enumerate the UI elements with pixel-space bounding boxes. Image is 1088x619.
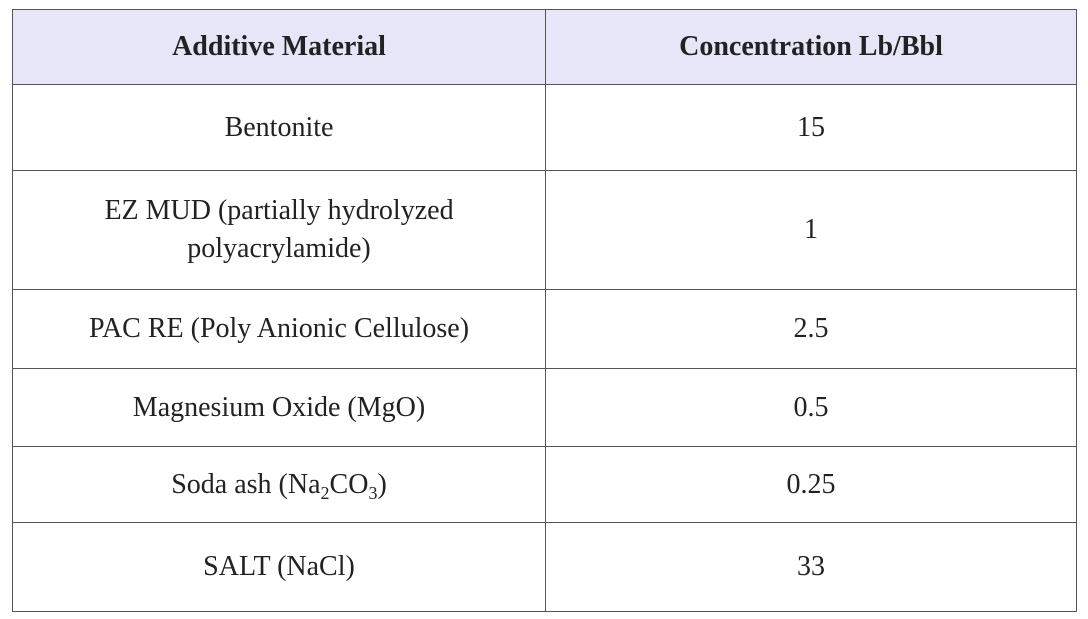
table-cell: Magnesium Oxide (MgO) [12, 368, 546, 447]
text-segment: Soda ash (Na [171, 468, 321, 500]
table-cell: 33 [545, 522, 1077, 612]
header-row: Additive Material Concentration Lb/Bbl [12, 9, 1077, 85]
table-cell: 2.5 [545, 289, 1077, 369]
concentration-table: Additive Material Concentration Lb/Bbl B… [12, 9, 1077, 612]
table-cell: 15 [545, 84, 1077, 171]
table-cell: PAC RE (Poly Anionic Cellulose) [12, 289, 546, 369]
table-row: Bentonite 15 [12, 84, 1077, 171]
table-cell: Soda ash (Na2CO3) [12, 446, 546, 523]
table-cell: EZ MUD (partially hydrolyzed polyacrylam… [12, 170, 546, 290]
table-row: Magnesium Oxide (MgO) 0.5 [12, 368, 1077, 447]
table-row: SALT (NaCl) 33 [12, 522, 1077, 612]
table-cell: SALT (NaCl) [12, 522, 546, 612]
table-body: Bentonite 15 EZ MUD (partially hydrolyzed … [12, 84, 1077, 612]
header-cell: Concentration Lb/Bbl [545, 9, 1077, 85]
table-cell: 0.25 [545, 446, 1077, 523]
table-row: Soda ash (Na2CO3) 0.25 [12, 446, 1077, 523]
table-row: PAC RE (Poly Anionic Cellulose) 2.5 [12, 289, 1077, 369]
table-header: Additive Material Concentration Lb/Bbl [12, 9, 1077, 85]
text-segment: CO [329, 468, 369, 500]
header-cell: Additive Material [12, 9, 546, 85]
subscript: 2 [320, 482, 330, 503]
table-cell: Bentonite [12, 84, 546, 171]
table-cell: 1 [545, 170, 1077, 290]
subscript: 3 [368, 482, 378, 503]
table-cell: 0.5 [545, 368, 1077, 447]
table-row: EZ MUD (partially hydrolyzed polyacrylam… [12, 170, 1077, 290]
text-segment: ) [377, 468, 387, 500]
